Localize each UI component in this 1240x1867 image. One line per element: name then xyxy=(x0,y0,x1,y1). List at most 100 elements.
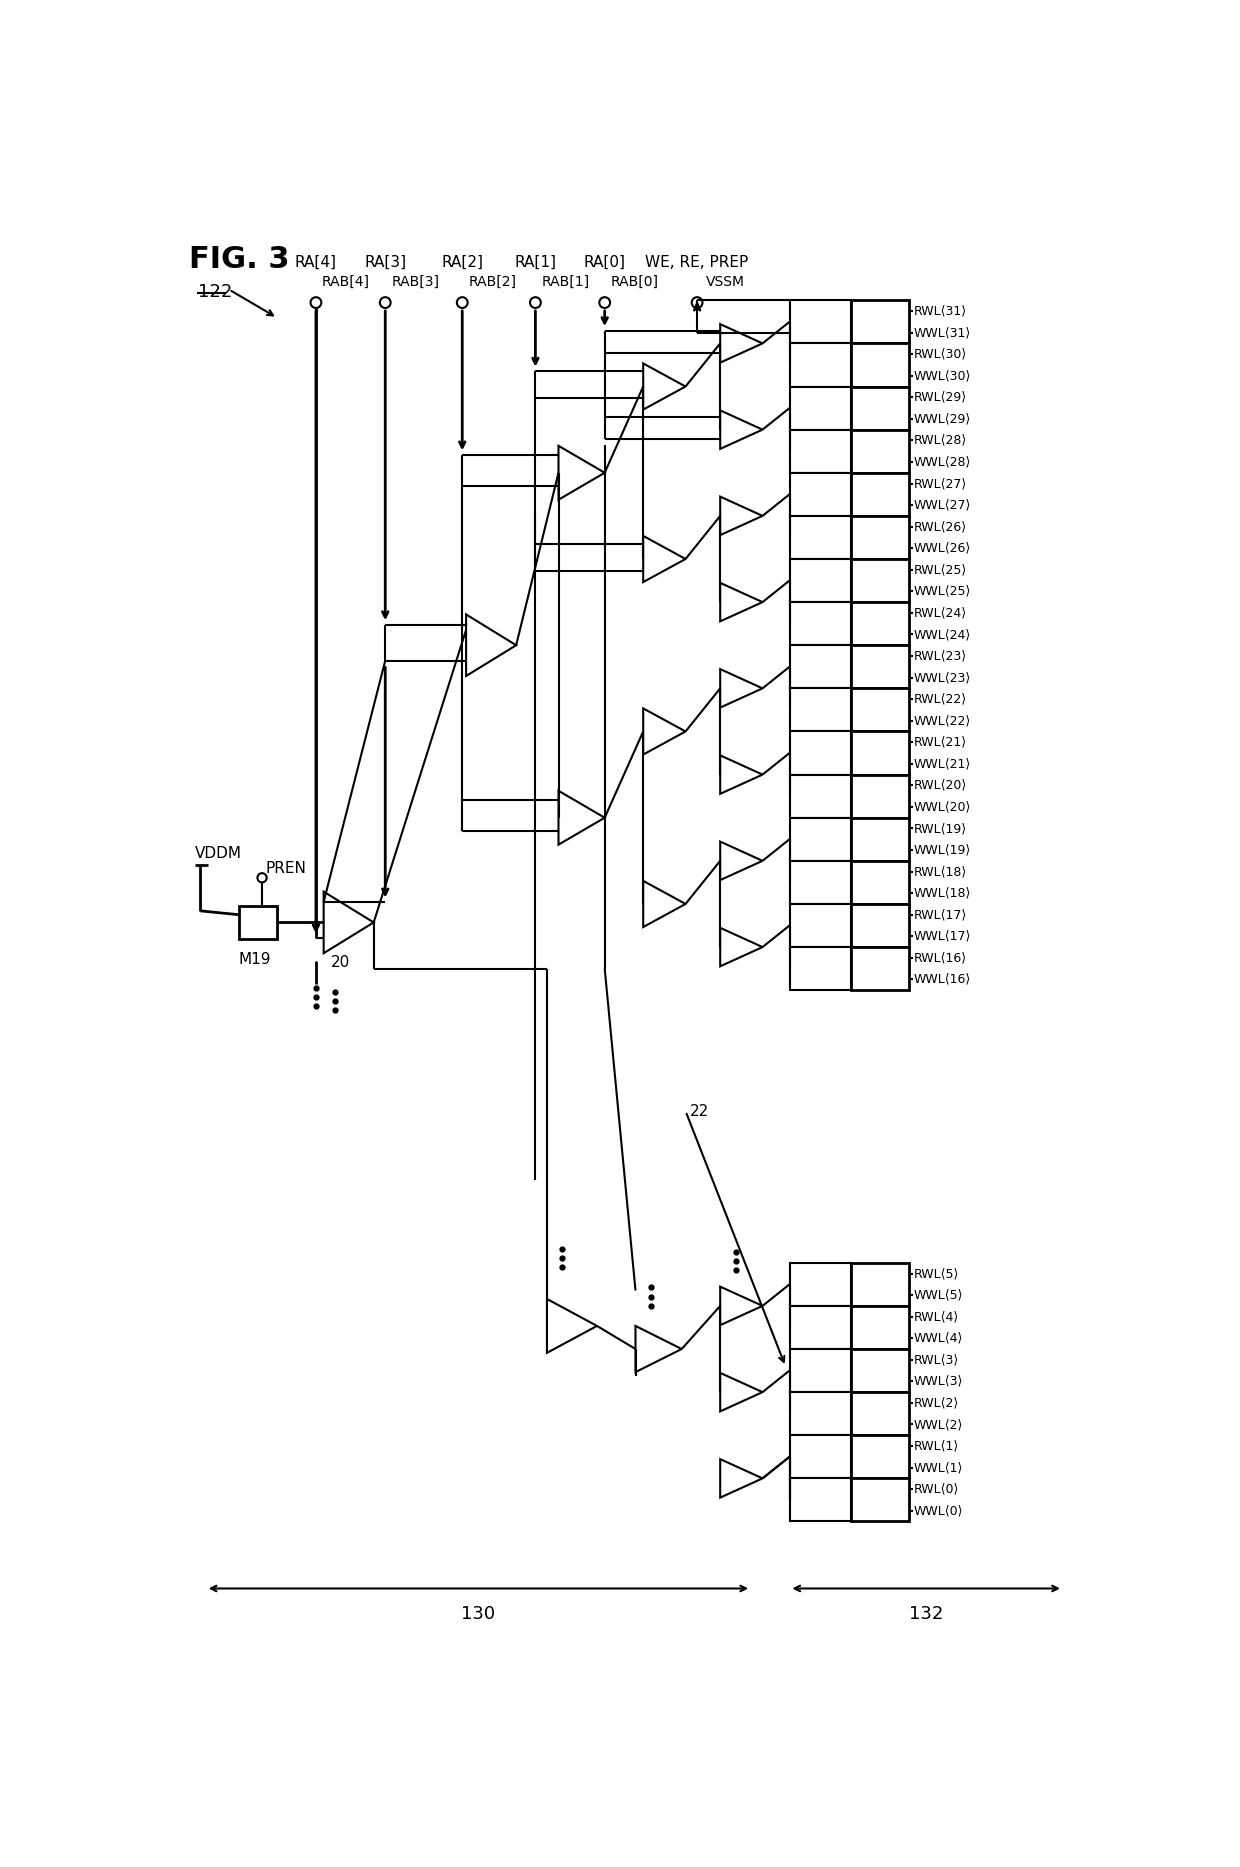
Bar xyxy=(851,558,909,603)
Bar xyxy=(851,1350,909,1393)
Text: RWL⟨21⟩: RWL⟨21⟩ xyxy=(914,736,967,749)
Polygon shape xyxy=(324,892,373,954)
Bar xyxy=(851,904,909,947)
Text: WWL⟨27⟩: WWL⟨27⟩ xyxy=(914,498,971,512)
Bar xyxy=(790,1393,851,1436)
Bar xyxy=(851,1393,909,1436)
Polygon shape xyxy=(720,668,763,708)
Polygon shape xyxy=(644,364,686,409)
Bar xyxy=(239,905,278,939)
Text: RWL⟨18⟩: RWL⟨18⟩ xyxy=(914,864,967,877)
Bar xyxy=(790,818,851,861)
Polygon shape xyxy=(644,881,686,928)
Text: 132: 132 xyxy=(909,1606,944,1624)
Bar xyxy=(790,1305,851,1350)
Text: RAB[4]: RAB[4] xyxy=(322,274,370,289)
Text: WWL⟨20⟩: WWL⟨20⟩ xyxy=(914,801,971,814)
Text: WWL⟨30⟩: WWL⟨30⟩ xyxy=(914,370,971,383)
Text: 130: 130 xyxy=(461,1606,496,1624)
Polygon shape xyxy=(644,708,686,754)
Text: WWL⟨23⟩: WWL⟨23⟩ xyxy=(914,670,971,683)
Bar xyxy=(790,732,851,775)
Bar xyxy=(790,472,851,515)
Text: M19: M19 xyxy=(239,952,272,967)
Polygon shape xyxy=(720,842,763,879)
Polygon shape xyxy=(644,536,686,583)
Bar xyxy=(851,818,909,861)
Bar xyxy=(790,429,851,472)
Polygon shape xyxy=(547,1299,596,1354)
Text: RWL⟨16⟩: RWL⟨16⟩ xyxy=(914,952,967,965)
Bar xyxy=(851,301,909,344)
Bar xyxy=(851,344,909,386)
Polygon shape xyxy=(720,583,763,622)
Text: RAB[1]: RAB[1] xyxy=(542,274,590,289)
Polygon shape xyxy=(720,1286,763,1326)
Bar xyxy=(790,689,851,732)
Bar xyxy=(790,301,851,344)
Bar xyxy=(790,558,851,603)
Text: RAB[2]: RAB[2] xyxy=(469,274,516,289)
Bar xyxy=(851,1479,909,1522)
Bar xyxy=(790,1479,851,1522)
Text: VSSM: VSSM xyxy=(707,274,745,289)
Text: WWL⟨18⟩: WWL⟨18⟩ xyxy=(914,887,971,900)
Text: 20: 20 xyxy=(331,956,351,971)
Bar xyxy=(851,386,909,429)
Polygon shape xyxy=(720,1460,763,1497)
Bar xyxy=(851,947,909,990)
Bar xyxy=(851,861,909,904)
Bar xyxy=(790,904,851,947)
Bar xyxy=(790,1262,851,1305)
Bar xyxy=(790,515,851,558)
Text: 122: 122 xyxy=(198,284,233,301)
Text: WWL⟨21⟩: WWL⟨21⟩ xyxy=(914,758,971,771)
Text: RAB[0]: RAB[0] xyxy=(611,274,658,289)
Bar xyxy=(790,1350,851,1393)
Text: RWL⟨0⟩: RWL⟨0⟩ xyxy=(914,1482,959,1495)
Bar xyxy=(851,689,909,732)
Text: WWL⟨19⟩: WWL⟨19⟩ xyxy=(914,844,971,857)
Bar xyxy=(790,947,851,990)
Text: RWL⟨17⟩: RWL⟨17⟩ xyxy=(914,907,967,920)
Polygon shape xyxy=(720,325,763,362)
Text: RWL⟨22⟩: RWL⟨22⟩ xyxy=(914,693,967,706)
Polygon shape xyxy=(466,614,516,676)
Bar xyxy=(790,775,851,818)
Bar xyxy=(851,472,909,515)
Bar xyxy=(790,344,851,386)
Text: RA[1]: RA[1] xyxy=(515,256,557,271)
Text: WWL⟨22⟩: WWL⟨22⟩ xyxy=(914,715,971,726)
Text: RWL⟨28⟩: RWL⟨28⟩ xyxy=(914,433,967,446)
Text: WWL⟨24⟩: WWL⟨24⟩ xyxy=(914,627,971,640)
Bar xyxy=(790,386,851,429)
Text: RWL⟨4⟩: RWL⟨4⟩ xyxy=(914,1311,959,1324)
Text: RAB[3]: RAB[3] xyxy=(392,274,439,289)
Bar xyxy=(851,1305,909,1350)
Text: RA[3]: RA[3] xyxy=(365,256,407,271)
Text: WWL⟨0⟩: WWL⟨0⟩ xyxy=(914,1505,963,1518)
Text: WWL⟨4⟩: WWL⟨4⟩ xyxy=(914,1331,962,1344)
Text: RWL⟨26⟩: RWL⟨26⟩ xyxy=(914,521,967,534)
Text: RWL⟨25⟩: RWL⟨25⟩ xyxy=(914,564,967,577)
Bar xyxy=(851,646,909,689)
Text: FIG. 3: FIG. 3 xyxy=(188,245,289,274)
Text: RWL⟨24⟩: RWL⟨24⟩ xyxy=(914,607,967,620)
Text: WWL⟨26⟩: WWL⟨26⟩ xyxy=(914,541,971,554)
Text: 22: 22 xyxy=(689,1103,708,1118)
Text: RWL⟨3⟩: RWL⟨3⟩ xyxy=(914,1354,959,1367)
Text: RWL⟨30⟩: RWL⟨30⟩ xyxy=(914,347,967,360)
Bar xyxy=(851,603,909,646)
Text: WWL⟨31⟩: WWL⟨31⟩ xyxy=(914,327,971,340)
Bar xyxy=(851,1262,909,1305)
Bar xyxy=(851,732,909,775)
Polygon shape xyxy=(720,411,763,448)
Bar xyxy=(851,515,909,558)
Bar xyxy=(790,861,851,904)
Text: VDDM: VDDM xyxy=(195,846,242,861)
Text: RWL⟨29⟩: RWL⟨29⟩ xyxy=(914,390,967,403)
Text: WWL⟨29⟩: WWL⟨29⟩ xyxy=(914,413,971,426)
Text: RWL⟨31⟩: RWL⟨31⟩ xyxy=(914,304,967,317)
Polygon shape xyxy=(720,928,763,967)
Polygon shape xyxy=(558,446,605,500)
